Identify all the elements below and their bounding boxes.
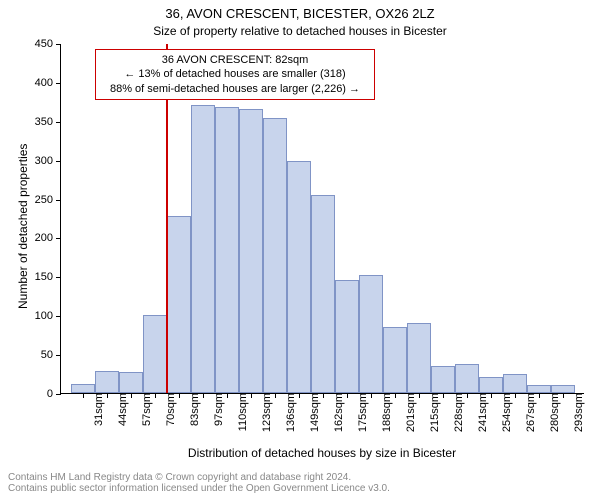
- xtick-mark: [299, 393, 300, 398]
- xtick-label: 241sqm: [471, 393, 489, 432]
- xtick-label: 162sqm: [327, 393, 345, 432]
- xtick-label: 175sqm: [351, 393, 369, 432]
- xtick-mark: [179, 393, 180, 398]
- histogram-bar: [335, 280, 359, 393]
- xtick-mark: [491, 393, 492, 398]
- ytick-label: 200: [35, 232, 61, 244]
- histogram-bar: [239, 109, 263, 393]
- annotation-line: 36 AVON CRESCENT: 82sqm: [102, 53, 368, 67]
- histogram-bar: [527, 385, 551, 393]
- histogram-bar: [503, 374, 527, 393]
- chart-container: 36, AVON CRESCENT, BICESTER, OX26 2LZ Si…: [0, 0, 600, 500]
- histogram-bar: [191, 105, 215, 393]
- ytick-label: 350: [35, 116, 61, 128]
- x-axis-label: Distribution of detached houses by size …: [60, 446, 584, 460]
- xtick-mark: [275, 393, 276, 398]
- ytick-label: 150: [35, 271, 61, 283]
- histogram-bar: [119, 372, 143, 393]
- xtick-mark: [515, 393, 516, 398]
- xtick-label: 149sqm: [303, 393, 321, 432]
- ytick-label: 0: [47, 388, 61, 400]
- xtick-label: 83sqm: [183, 393, 201, 426]
- xtick-label: 280sqm: [543, 393, 561, 432]
- ytick-label: 50: [41, 349, 61, 361]
- annotation-line: 88% of semi-detached houses are larger (…: [102, 82, 368, 96]
- ytick-label: 400: [35, 77, 61, 89]
- xtick-mark: [443, 393, 444, 398]
- xtick-label: 201sqm: [399, 393, 417, 432]
- histogram-bar: [215, 107, 239, 393]
- xtick-mark: [419, 393, 420, 398]
- xtick-mark: [323, 393, 324, 398]
- histogram-bar: [143, 315, 167, 393]
- xtick-label: 97sqm: [207, 393, 225, 426]
- xtick-label: 31sqm: [87, 393, 105, 426]
- xtick-label: 110sqm: [231, 393, 249, 431]
- footer-line1: Contains HM Land Registry data © Crown c…: [8, 472, 390, 483]
- xtick-mark: [83, 393, 84, 398]
- histogram-bar: [287, 161, 311, 393]
- xtick-mark: [347, 393, 348, 398]
- xtick-mark: [227, 393, 228, 398]
- histogram-bar: [95, 371, 119, 393]
- footer-line2: Contains public sector information licen…: [8, 483, 390, 494]
- xtick-label: 215sqm: [423, 393, 441, 432]
- xtick-label: 254sqm: [495, 393, 513, 432]
- ytick-label: 450: [35, 38, 61, 50]
- histogram-bar: [359, 275, 383, 393]
- xtick-label: 188sqm: [375, 393, 393, 432]
- ytick-label: 300: [35, 155, 61, 167]
- ytick-label: 100: [35, 310, 61, 322]
- xtick-label: 57sqm: [135, 393, 153, 426]
- xtick-mark: [251, 393, 252, 398]
- xtick-label: 70sqm: [159, 393, 177, 426]
- histogram-bar: [167, 216, 191, 393]
- plot-area: 05010015020025030035040045031sqm44sqm57s…: [60, 44, 584, 394]
- attribution-footer: Contains HM Land Registry data © Crown c…: [8, 472, 390, 494]
- xtick-mark: [131, 393, 132, 398]
- y-axis-label: Number of detached properties: [16, 144, 30, 309]
- xtick-label: 123sqm: [255, 393, 273, 432]
- histogram-bar: [383, 327, 407, 393]
- ytick-label: 250: [35, 194, 61, 206]
- xtick-mark: [395, 393, 396, 398]
- xtick-label: 44sqm: [111, 393, 129, 426]
- xtick-label: 228sqm: [447, 393, 465, 432]
- chart-title-line2: Size of property relative to detached ho…: [0, 24, 600, 38]
- histogram-bar: [551, 385, 575, 393]
- xtick-mark: [539, 393, 540, 398]
- chart-title-line1: 36, AVON CRESCENT, BICESTER, OX26 2LZ: [0, 6, 600, 21]
- xtick-mark: [155, 393, 156, 398]
- annotation-line: ← 13% of detached houses are smaller (31…: [102, 67, 368, 81]
- histogram-bar: [71, 384, 95, 393]
- xtick-mark: [107, 393, 108, 398]
- histogram-bar: [431, 366, 455, 393]
- histogram-bar: [311, 195, 335, 393]
- histogram-bar: [263, 118, 287, 393]
- xtick-mark: [371, 393, 372, 398]
- histogram-bar: [479, 377, 503, 393]
- xtick-mark: [467, 393, 468, 398]
- annotation-box: 36 AVON CRESCENT: 82sqm← 13% of detached…: [95, 49, 375, 100]
- xtick-mark: [563, 393, 564, 398]
- xtick-mark: [203, 393, 204, 398]
- histogram-bar: [407, 323, 431, 393]
- xtick-label: 267sqm: [519, 393, 537, 432]
- histogram-bar: [455, 364, 479, 393]
- xtick-label: 293sqm: [567, 393, 585, 432]
- xtick-label: 136sqm: [279, 393, 297, 432]
